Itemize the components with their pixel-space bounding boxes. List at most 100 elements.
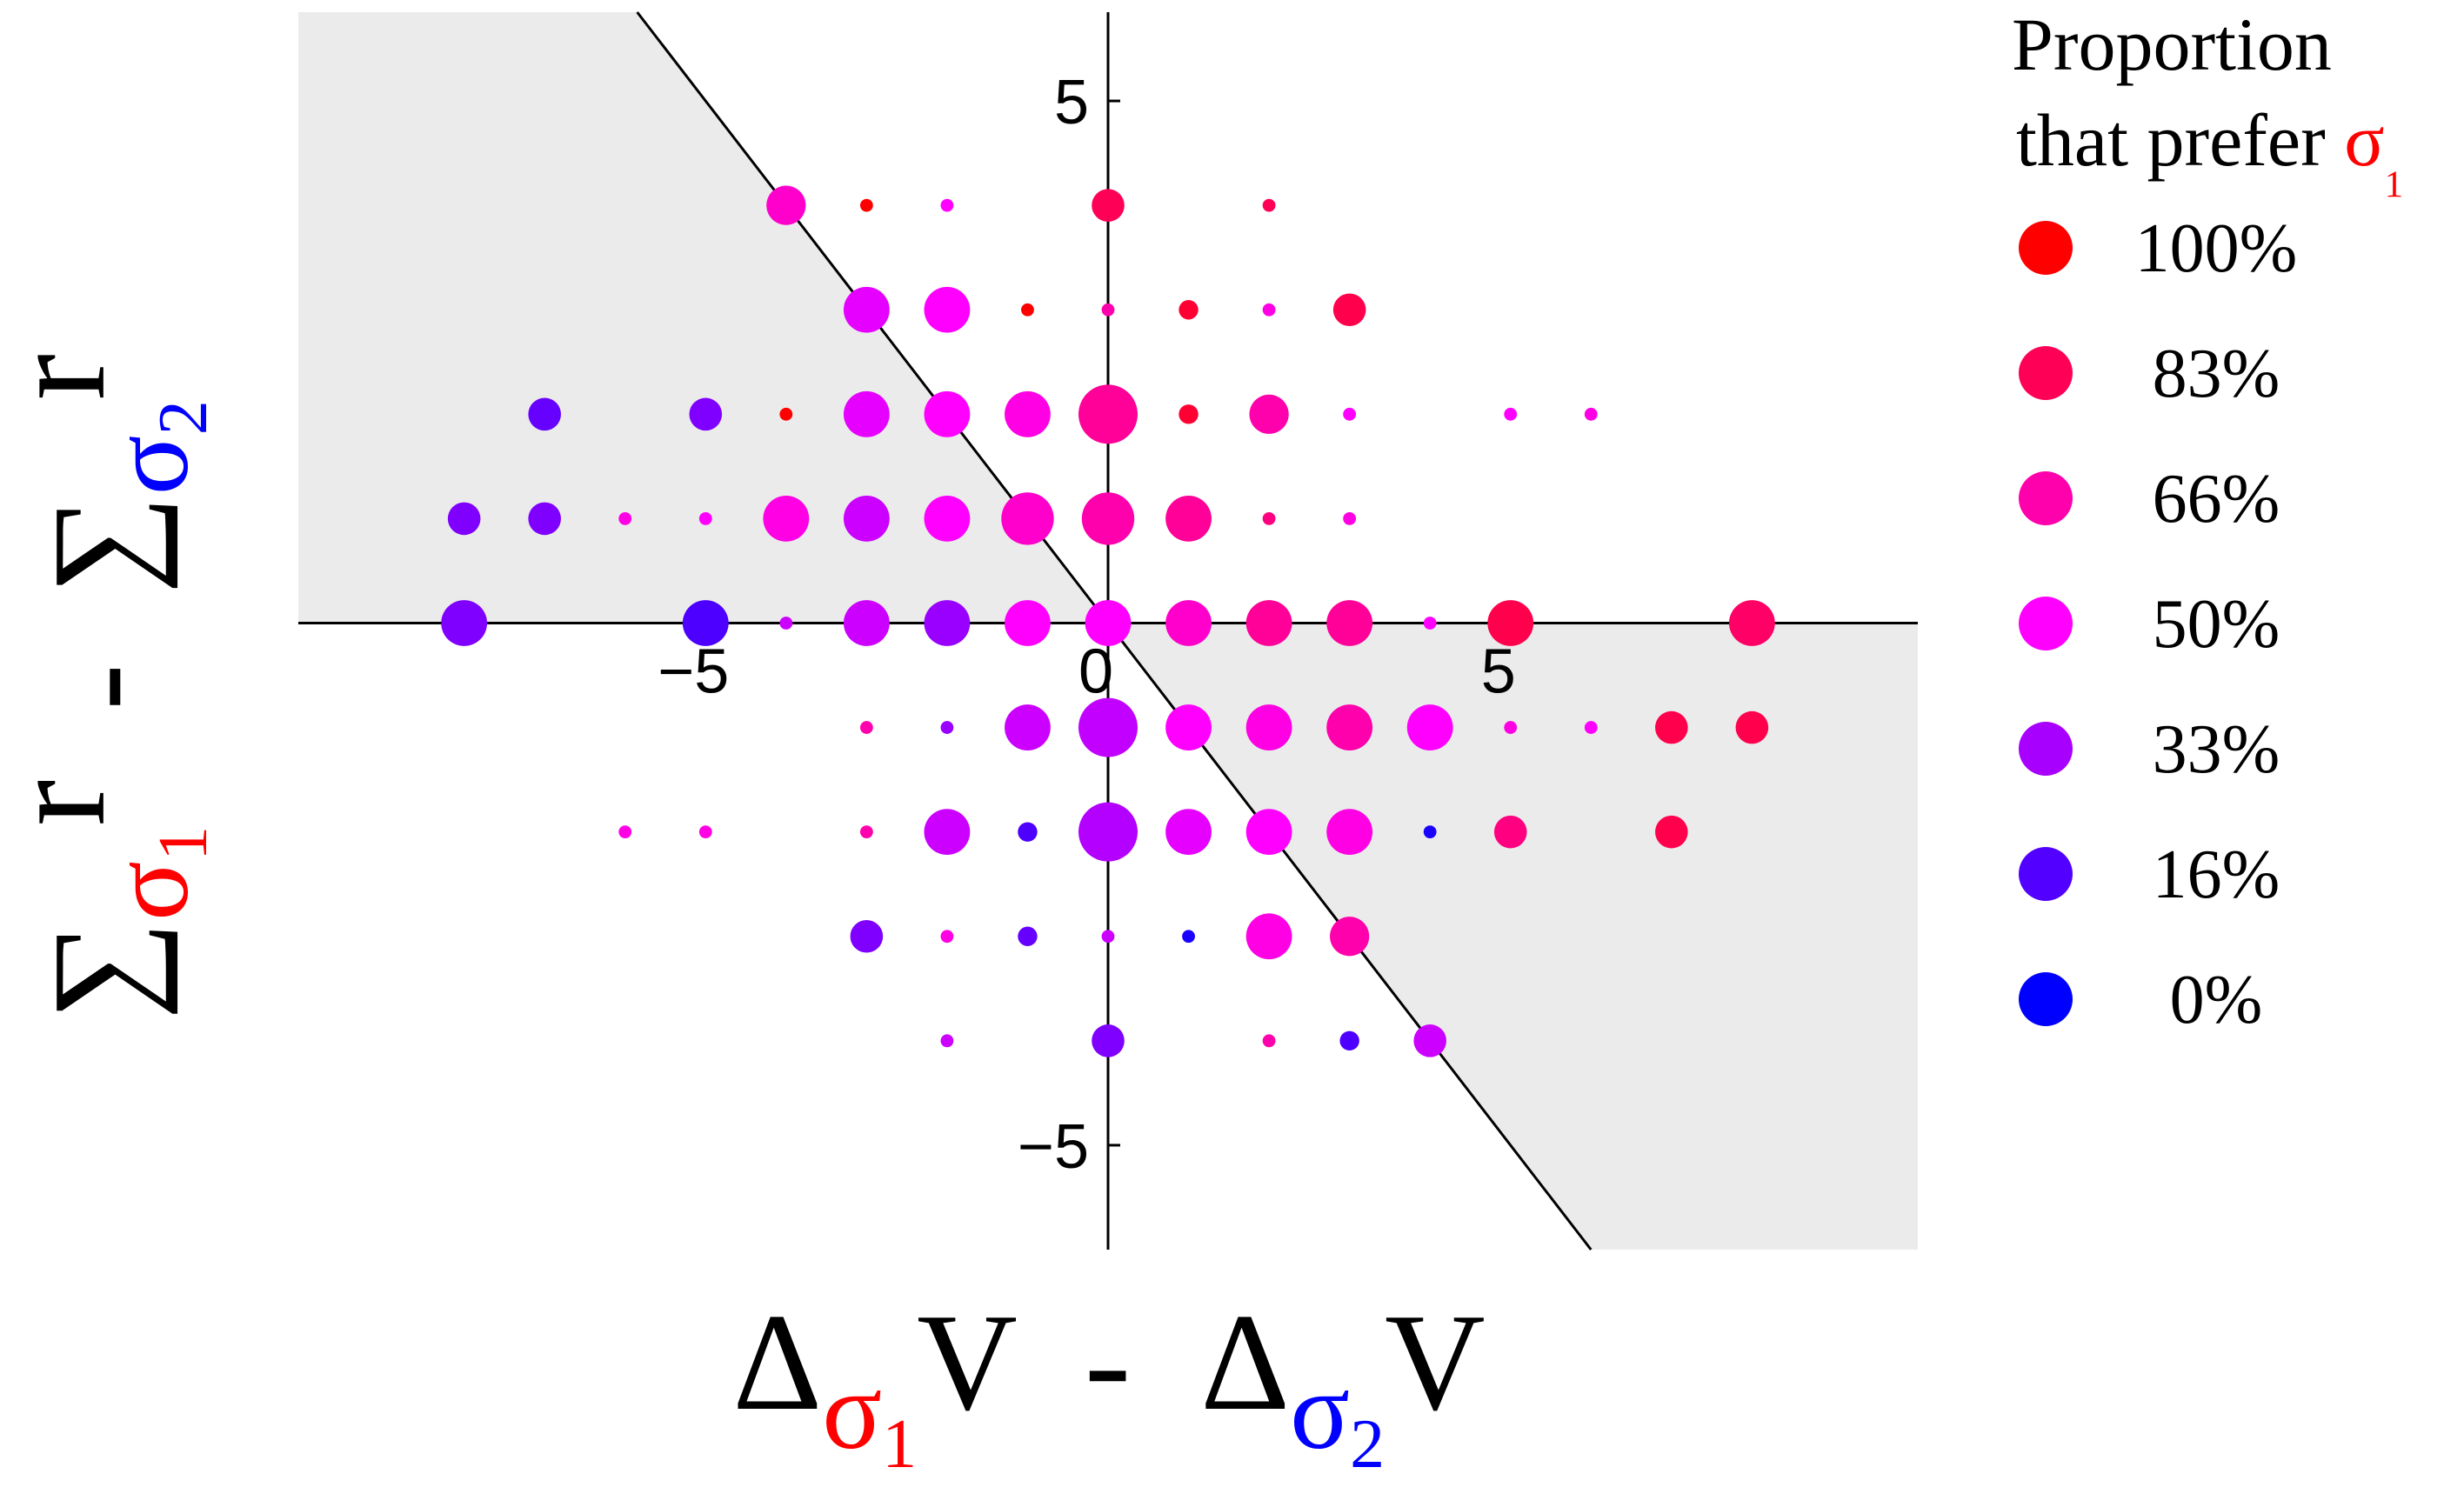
bubble [1487,600,1534,646]
bubble [924,496,971,542]
legend-subtitle-part: 1 [2385,164,2404,205]
bubble [1092,1024,1125,1057]
bubble [1005,390,1051,437]
bubble [1165,809,1212,856]
y-axis-label-part: 2 [145,400,222,435]
bubble [1343,407,1357,421]
bubble [1406,704,1453,750]
bubble [1018,822,1038,842]
bubble [698,825,712,839]
bubble [843,286,890,333]
bubble [1179,300,1199,320]
bubble [924,600,971,646]
legend-label: 16% [2153,837,2280,913]
bubble [618,825,632,839]
legend-label: 100% [2135,210,2298,287]
bubble [1078,802,1138,862]
bubble [441,600,488,646]
x-axis-label-part: V [1385,1284,1486,1439]
bubble [1655,815,1688,849]
bubble [1339,1030,1359,1051]
bubble [1005,704,1051,750]
y-axis-label-part: ∑ [23,921,178,1020]
x-axis-label: Δσ1V - Δσ2V [732,1284,1485,1483]
bubble [1021,303,1034,317]
bubble [1504,721,1518,734]
legend-label: 50% [2153,586,2280,663]
x-axis-label-part: σ [1290,1349,1350,1472]
y-axis-label: ∑σ1r - ∑σ2r [0,354,222,1020]
bubble [1504,407,1518,421]
legend-label: 33% [2153,711,2280,788]
bubble [1262,198,1276,212]
bubble [1165,704,1212,750]
bubble [1423,825,1437,839]
legend-swatch [2019,847,2073,901]
bubble [1584,407,1598,421]
bubble [1326,809,1373,856]
bubble [618,512,632,525]
bubble [1423,617,1437,630]
legend-label: 83% [2153,336,2280,412]
bubble [940,721,954,734]
x-axis-label-part: σ [822,1349,882,1472]
bubble [843,390,890,437]
bubble [1245,809,1292,856]
bubble [1001,492,1054,545]
bubble [1179,404,1199,424]
legend-label: 66% [2153,461,2280,537]
bubble [1101,303,1115,317]
bubble [940,1034,954,1048]
bubble [1735,710,1769,744]
bubble [689,397,723,431]
x-tick-label: 0 [1078,637,1113,706]
x-axis-label-part: 1 [882,1406,917,1483]
bubble [843,496,890,542]
bubble [1165,600,1212,646]
x-tick-label: 5 [1481,637,1516,706]
bubble [1326,704,1373,750]
bubble [698,512,712,525]
bubble [1092,189,1125,222]
bubble [447,502,481,536]
bubble [859,721,873,734]
bubble [1655,710,1688,744]
x-axis-label-part: V - Δ [917,1284,1290,1439]
bubble [1165,496,1212,542]
legend-swatch [2019,972,2073,1026]
bubble [1245,704,1292,750]
bubble [528,502,561,536]
bubble [1245,913,1292,960]
bubble [1332,293,1366,327]
legend-swatch [2019,471,2073,525]
legend-swatch [2019,346,2073,400]
y-axis-label-part: r [0,780,134,826]
shaded-region [1108,623,1918,1250]
legend-subtitle: that prefer σ1 [2016,98,2403,205]
bubble [1584,721,1598,734]
bubble [1018,926,1038,946]
bubble [924,809,971,856]
bubble [1262,303,1276,317]
bubble [766,185,806,225]
legend-subtitle-part: that prefer [2016,98,2344,182]
y-tick-label: 5 [1054,68,1089,137]
y-tick-label: −5 [1018,1112,1089,1182]
bubble [940,198,954,212]
bubble [859,198,873,212]
bubble [1343,512,1357,525]
shaded-region [298,12,1108,624]
bubble [1326,600,1373,646]
legend-swatch [2019,597,2073,650]
y-axis-label-part: r [0,354,134,400]
bubble [940,930,954,944]
bubble [1262,1034,1276,1048]
y-axis-label-part: - ∑ [23,495,178,779]
bubble [1182,930,1195,944]
bubble [1101,930,1115,944]
bubble [779,407,793,421]
bubble [1728,600,1775,646]
y-axis-label-part: 1 [145,826,222,861]
